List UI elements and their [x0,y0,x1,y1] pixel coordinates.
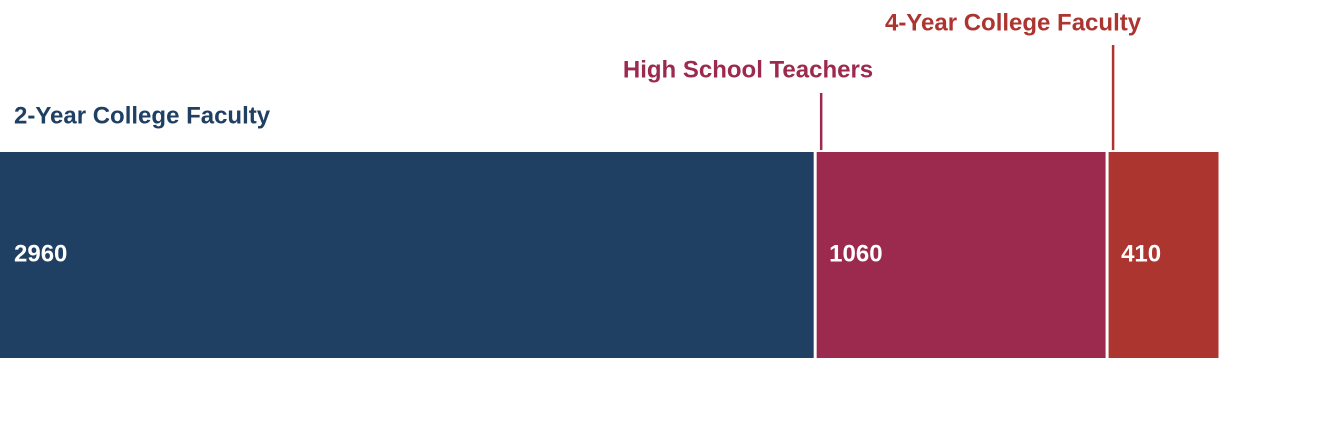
series-label: High School Teachers [623,56,873,83]
value-label: 1060 [829,240,882,267]
bar-segment [0,152,814,358]
value-label: 2960 [14,240,67,267]
series-label: 4-Year College Faculty [885,9,1142,36]
bar-segment [1108,152,1219,358]
value-label: 410 [1121,240,1161,267]
series-label: 2-Year College Faculty [14,102,271,129]
bar-segment [816,152,1106,358]
